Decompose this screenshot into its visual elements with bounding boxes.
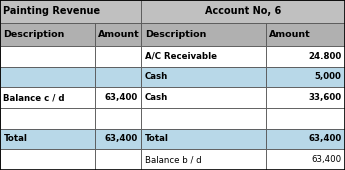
Text: Cash: Cash (145, 72, 168, 81)
Bar (266, 67, 345, 87)
Text: A/C Receivable: A/C Receivable (145, 52, 217, 61)
Bar (95, 23, 141, 46)
Bar (95, 67, 141, 87)
Bar (141, 149, 266, 170)
Text: Account No, 6: Account No, 6 (205, 6, 282, 16)
Bar (266, 87, 345, 108)
Bar (95, 46, 141, 67)
Bar (0, 46, 95, 67)
Text: Total: Total (3, 134, 27, 143)
Bar (141, 87, 266, 108)
Bar (95, 108, 141, 129)
Bar (95, 129, 141, 149)
Text: Balance c / d: Balance c / d (3, 93, 65, 102)
Text: Amount: Amount (269, 30, 311, 39)
Bar (0, 23, 95, 46)
Text: Description: Description (145, 30, 206, 39)
Bar (141, 67, 266, 87)
Text: Balance b / d: Balance b / d (145, 155, 201, 164)
Bar (0, 0, 141, 23)
Text: Total: Total (145, 134, 169, 143)
Text: Cash: Cash (145, 93, 168, 102)
Text: 63,400: 63,400 (308, 134, 342, 143)
Bar (266, 46, 345, 67)
Bar (266, 23, 345, 46)
Bar (0, 87, 95, 108)
Text: Description: Description (3, 30, 65, 39)
Bar (141, 46, 266, 67)
Text: 63,400: 63,400 (105, 93, 138, 102)
Bar (95, 87, 141, 108)
Bar (141, 0, 345, 23)
Text: 63,400: 63,400 (312, 155, 342, 164)
Bar (0, 149, 95, 170)
Text: 33,600: 33,600 (308, 93, 342, 102)
Bar (0, 108, 95, 129)
Text: 63,400: 63,400 (105, 134, 138, 143)
Text: Amount: Amount (98, 30, 140, 39)
Text: 24.800: 24.800 (308, 52, 342, 61)
Bar (141, 129, 266, 149)
Bar (266, 129, 345, 149)
Bar (95, 149, 141, 170)
Bar (141, 108, 266, 129)
Text: 5,000: 5,000 (315, 72, 342, 81)
Text: Painting Revenue: Painting Revenue (3, 6, 101, 16)
Bar (266, 108, 345, 129)
Bar (266, 149, 345, 170)
Bar (141, 23, 266, 46)
Bar (0, 129, 95, 149)
Bar (0, 67, 95, 87)
